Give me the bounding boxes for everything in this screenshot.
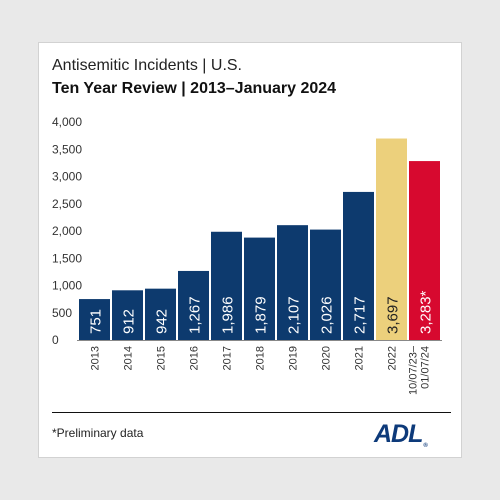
x-tick-label: 2016 [189,346,201,370]
y-tick-label: 0 [52,333,59,347]
bar-10 [409,161,440,340]
x-tick-label: 2021 [354,346,366,370]
data-label: 1,986 [220,296,237,334]
data-label: 1,879 [253,296,270,334]
x-tick-label: 2015 [156,346,168,370]
x-tick-label: 2020 [321,346,333,370]
y-tick-label: 3,000 [52,170,82,184]
chart-card: Antisemitic Incidents | U.S. Ten Year Re… [38,42,462,458]
y-tick-label: 1,500 [52,251,82,265]
bar-9 [376,138,407,340]
bar-6 [277,225,308,340]
data-label: 912 [121,309,138,334]
y-tick-label: 2,500 [52,197,82,211]
bar-7 [310,229,341,340]
bar-5 [244,237,275,340]
bar-2 [145,288,176,340]
adl-logo: ADL® [374,420,428,449]
footnote: *Preliminary data [52,426,144,440]
logo-registered-mark: ® [423,443,428,449]
bar-3 [178,270,209,340]
y-tick-label: 4,000 [52,115,82,129]
x-tick-label: 2018 [255,346,267,370]
x-tick-label: 2022 [387,346,399,370]
bar-chart: 0 500 1,000 1,500 2,000 2,500 3,000 3,500 4,000 7… [52,115,442,395]
bar-8 [343,191,374,340]
data-label: 1,267 [187,296,204,334]
x-tick-label: 2017 [222,346,234,370]
x-tick-label: 10/07/23–01/07/24 [408,345,432,395]
bar-1 [112,290,143,340]
x-tick-label: 2014 [123,346,135,370]
logo-text: ADL [374,420,423,448]
data-label: 2,717 [352,296,369,334]
data-label: 3,283* [418,290,435,334]
bar-0 [79,299,110,340]
y-tick-label: 500 [52,306,72,320]
chart-title: Antisemitic Incidents | U.S. [52,57,242,74]
y-tick-label: 1,000 [52,279,82,293]
y-tick-label: 2,000 [52,224,82,238]
data-label: 751 [88,309,105,334]
data-label: 3,697 [385,296,402,334]
y-tick-label: 3,500 [52,142,82,156]
x-tick-label: 2013 [90,346,102,370]
x-tick-label: 2019 [288,346,300,370]
chart-subtitle: Ten Year Review | 2013–January 2024 [52,80,337,97]
data-label: 942 [154,309,171,334]
data-label: 2,107 [286,296,303,334]
bar-4 [211,231,242,340]
footer-divider [52,412,451,413]
data-label: 2,026 [319,296,336,334]
